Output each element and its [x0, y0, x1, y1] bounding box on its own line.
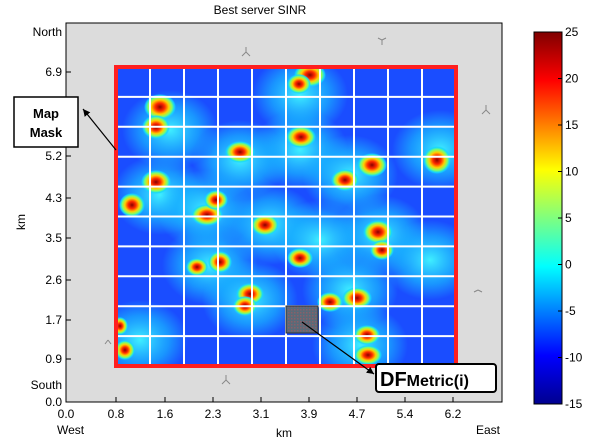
x-tick-label: 0.8 — [108, 407, 125, 421]
map-mask-annotation: Map Mask — [13, 96, 117, 151]
sinr-hotspot — [204, 190, 228, 210]
x-left-label: West — [57, 423, 85, 437]
chart-title: Best server SINR — [214, 3, 307, 17]
x-tick-label: 3.1 — [253, 407, 270, 421]
sinr-hotspot — [354, 345, 382, 365]
y-tick-label: 0.9 — [45, 352, 62, 366]
y-bottom-label: South — [31, 378, 62, 392]
df-metric-cell[interactable] — [285, 305, 319, 334]
sinr-hotspot — [186, 258, 208, 276]
colorbar-ticks: 25 20 15 10 5 0 -5 -10 -15 — [558, 25, 583, 411]
y-tick-label: 3.5 — [45, 231, 62, 245]
sinr-hotspot — [287, 248, 313, 268]
x-tick-label: 4.7 — [349, 407, 366, 421]
sinr-hotspot — [354, 325, 380, 345]
y-tick-label: 1.7 — [45, 313, 62, 327]
sinr-hotspot — [144, 94, 176, 120]
colorbar-tick-label: -5 — [565, 304, 576, 318]
colorbar-tick-label: -15 — [565, 397, 583, 411]
df-metric-box — [375, 363, 497, 393]
x-axis-ticks: 0.0 0.8 1.6 2.3 3.1 3.9 4.7 5.4 6.2 — [58, 397, 462, 421]
y-tick-label: 0.0 — [45, 395, 62, 409]
sinr-hotspot — [423, 146, 451, 174]
colorbar-tick-label: 25 — [565, 25, 579, 39]
sinr-hotspot — [331, 169, 359, 191]
colorbar-tick-label: 0 — [565, 258, 572, 272]
x-tick-label: 6.2 — [445, 407, 462, 421]
df-metric-label: DFMetric(i) — [380, 369, 469, 391]
df-metric-sub: Metric(i) — [407, 373, 469, 390]
sinr-hotspot — [357, 153, 387, 177]
y-tick-label: 6.9 — [45, 65, 62, 79]
x-tick-label: 0.0 — [58, 407, 75, 421]
sinr-hotspot — [225, 141, 255, 163]
y-top-label: North — [33, 25, 62, 39]
sinr-hotspot — [363, 220, 393, 244]
map-mask-arrow — [82, 108, 117, 151]
x-axis-label: km — [276, 426, 292, 440]
colorbar-tick-label: 20 — [565, 72, 579, 86]
coverage-glow — [382, 220, 456, 300]
colorbar-tick-label: 10 — [565, 165, 579, 179]
sinr-hotspot — [251, 214, 279, 236]
x-right-label: East — [476, 423, 501, 437]
sinr-hotspot — [119, 193, 145, 217]
sinr-hotspot — [141, 170, 171, 194]
sinr-hotspot — [342, 287, 372, 309]
y-tick-label: 4.3 — [45, 191, 62, 205]
df-metric-annotation: DFMetric(i) — [301, 321, 497, 393]
sinr-hotspot — [286, 126, 316, 148]
sinr-hotspot — [287, 74, 311, 94]
x-tick-label: 5.4 — [397, 407, 414, 421]
y-tick-label: 2.6 — [45, 273, 62, 287]
x-tick-label: 3.9 — [301, 407, 318, 421]
map-mask-border — [114, 65, 458, 368]
map-mask-label-line1: Map — [33, 106, 59, 121]
colorbar-tick-label: 15 — [565, 118, 579, 132]
sinr-hotspot — [208, 251, 232, 273]
map-mask-box — [13, 96, 79, 148]
hot-layer — [116, 67, 451, 365]
y-tick-label: 5.2 — [45, 149, 62, 163]
df-metric-main: DF — [380, 369, 407, 391]
grid-lines — [116, 67, 456, 366]
colorbar — [533, 31, 563, 405]
colorbar-tick-label: -10 — [565, 351, 583, 365]
map-mask-label-line2: Mask — [30, 125, 63, 140]
coverage-glow — [252, 67, 348, 135]
df-metric-arrow — [301, 321, 375, 375]
y-axis-label: km — [14, 214, 28, 230]
sinr-hotspot — [370, 240, 394, 260]
sinr-hotspot — [116, 317, 128, 335]
x-tick-label: 1.6 — [157, 407, 174, 421]
sinr-hotspot — [116, 340, 135, 360]
colorbar-tick-label: 5 — [565, 211, 572, 225]
x-tick-label: 2.3 — [205, 407, 222, 421]
site-markers-outside — [104, 37, 491, 385]
